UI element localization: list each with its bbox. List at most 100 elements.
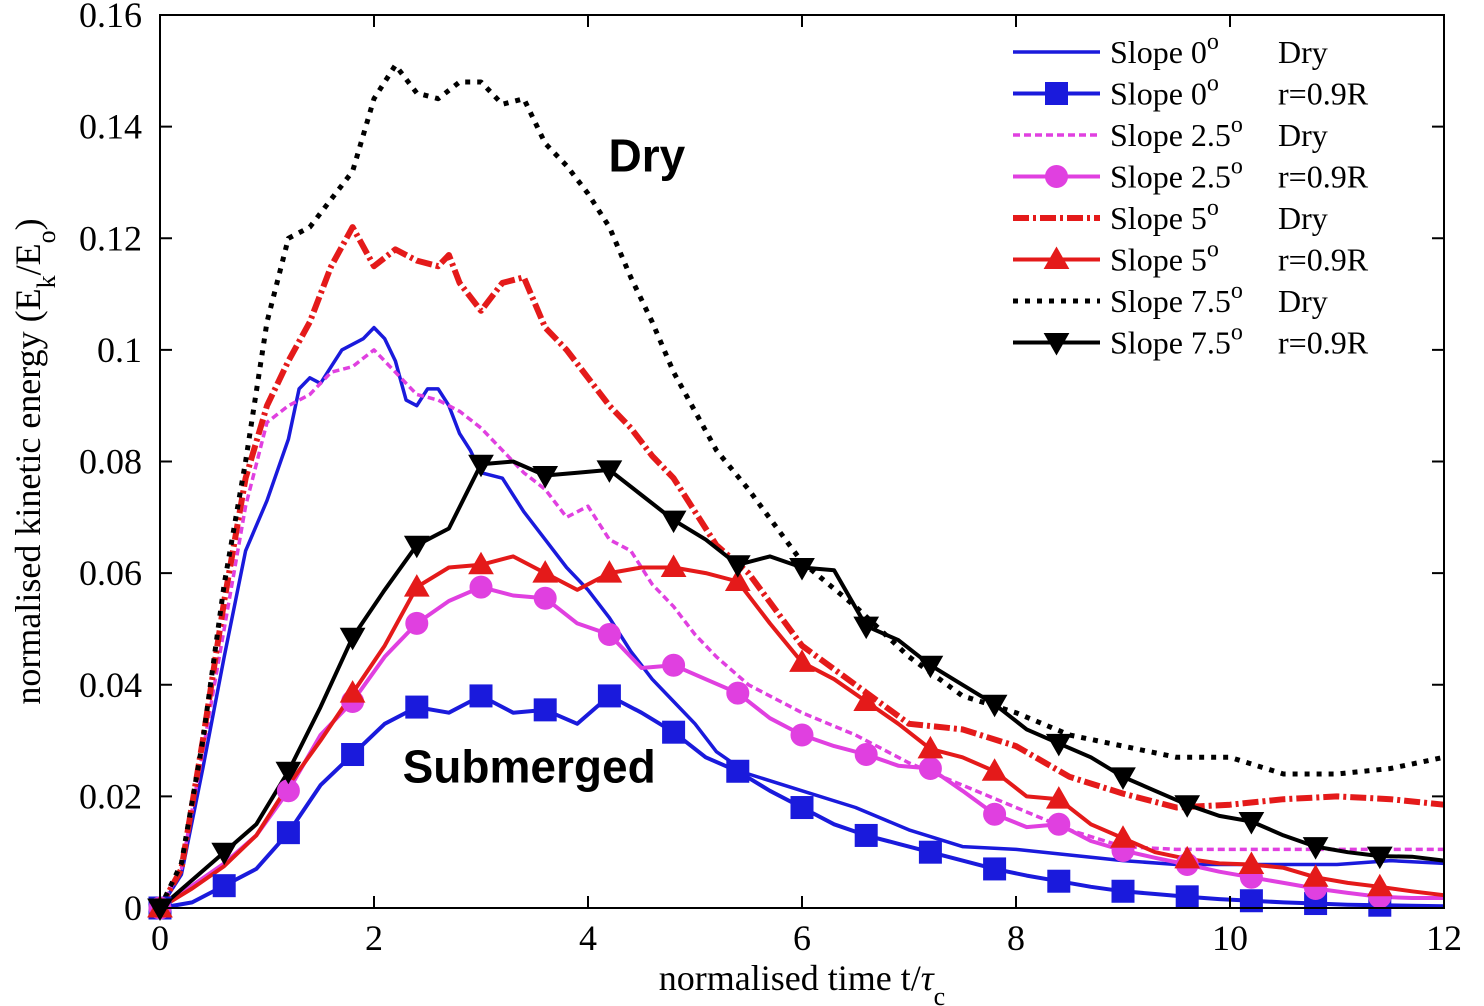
x-tick-label: 0: [151, 918, 169, 958]
series-line-0: [158, 325, 1445, 909]
data-point-marker: [983, 802, 1007, 826]
data-point-marker: [1239, 889, 1263, 913]
data-point-marker: [724, 555, 751, 578]
data-point-marker: [1302, 837, 1329, 860]
data-point-marker: [660, 554, 687, 578]
legend-label-degree: o: [1207, 237, 1219, 263]
data-point-marker: [469, 684, 493, 708]
y-tick-label: 0.06: [79, 553, 142, 593]
legend-label: Slope 5o Dry: [1110, 195, 1328, 236]
legend-label-text: Slope 7.5: [1110, 283, 1231, 319]
data-point-marker: [1302, 864, 1329, 887]
x-axis-title-symbol: τ: [921, 958, 935, 998]
legend-label-text: Slope 2.5: [1110, 159, 1231, 195]
axes: 0 2 4 6 8 10 12 0 0.02 0.04 0.06 0.08 0.1 0.12 0.14 0.1…: [79, 0, 1462, 958]
legend-entry-1: Slope 0o r=0.9R: [1013, 71, 1369, 112]
data-point-marker: [981, 694, 1008, 718]
x-tick-label: 10: [1212, 918, 1248, 958]
legend-label-text: Slope 7.5: [1110, 325, 1231, 361]
data-point-marker: [1045, 786, 1072, 809]
annotations: Dry Submerged: [403, 129, 686, 792]
data-point-marker: [1174, 845, 1201, 869]
y-axis-title-sub-o: o: [32, 230, 61, 243]
legend-entry-4: Slope 5o Dry: [1013, 195, 1328, 236]
data-point-marker: [212, 874, 236, 898]
data-point-marker: [533, 586, 557, 610]
legend-label-text: Slope 0: [1110, 34, 1207, 70]
data-point-marker: [660, 510, 687, 534]
data-point-marker: [662, 720, 686, 744]
y-tick-label: 0.14: [79, 107, 142, 147]
series-line-2: [158, 348, 1444, 909]
legend-label-condition: r=0.9R: [1278, 159, 1369, 195]
data-point-marker: [532, 560, 559, 583]
legend-label-condition: r=0.9R: [1278, 242, 1369, 278]
data-point-marker: [1366, 873, 1393, 897]
data-point-marker: [339, 680, 366, 703]
data-point-marker: [1238, 851, 1265, 874]
y-axis-title-c: ): [8, 218, 48, 230]
x-tick-label: 6: [793, 918, 811, 958]
legend-entry-3: Slope 2.5o r=0.9R: [1013, 154, 1369, 195]
legend-entry-7: Slope 7.5o r=0.9R: [1013, 320, 1369, 361]
data-point-marker: [1045, 165, 1068, 188]
y-axis-title-b: /E: [8, 243, 48, 275]
x-tick-label: 8: [1007, 918, 1025, 958]
data-point-marker: [1045, 82, 1068, 105]
legend-entry-0: Slope 0o Dry: [1013, 29, 1328, 70]
data-point-marker: [468, 551, 494, 575]
legend-label-degree: o: [1207, 195, 1219, 221]
legend-label-condition: r=0.9R: [1278, 76, 1369, 112]
legend-label-condition: Dry: [1278, 283, 1328, 319]
data-point-marker: [726, 759, 750, 783]
data-point-marker: [1110, 767, 1136, 790]
series-markers-1: [148, 684, 1392, 920]
legend-label: Slope 7.5o r=0.9R: [1110, 320, 1369, 361]
legend-label-degree: o: [1231, 320, 1243, 346]
data-point-marker: [596, 560, 623, 583]
data-point-marker: [1175, 885, 1199, 909]
x-axis-title-main: normalised time t/: [659, 958, 921, 998]
series-line-6: [157, 62, 1445, 910]
legend-label: Slope 0o r=0.9R: [1110, 71, 1369, 112]
data-point-marker: [596, 460, 623, 483]
data-point-marker: [532, 465, 559, 489]
data-point-marker: [1174, 795, 1201, 818]
data-point-marker: [405, 695, 429, 719]
data-point-marker: [854, 743, 878, 767]
legend-label: Slope 2.5o r=0.9R: [1110, 154, 1369, 195]
data-point-marker: [1043, 246, 1070, 269]
series-line-4: [157, 224, 1445, 910]
data-point-marker: [724, 568, 751, 591]
plot-frame: [159, 14, 1445, 909]
data-point-marker: [917, 655, 944, 679]
data-point-marker: [597, 623, 621, 647]
data-point-marker: [468, 454, 494, 478]
y-tick-label: 0: [124, 888, 142, 928]
legend-label-degree: o: [1231, 112, 1243, 138]
legend-label: Slope 2.5o Dry: [1110, 112, 1328, 153]
series-markers-5: [147, 551, 1393, 918]
data-point-marker: [918, 756, 942, 780]
legend-label-condition: Dry: [1278, 200, 1328, 236]
y-axis-title: normalised kinetic energy (Ek/Eo): [8, 218, 61, 704]
data-point-marker: [983, 857, 1007, 881]
y-tick-label: 0.12: [79, 218, 142, 258]
data-point-marker: [275, 761, 302, 785]
annotation-dry: Dry: [608, 129, 685, 181]
y-tick-label: 0.08: [79, 442, 142, 482]
x-tick-label: 4: [579, 918, 597, 958]
legend-label-text: Slope 5: [1110, 242, 1207, 278]
legend-label-condition: Dry: [1278, 117, 1328, 153]
legend-entry-2: Slope 2.5o Dry: [1013, 112, 1328, 153]
data-point-marker: [405, 611, 429, 635]
data-point-marker: [339, 627, 366, 651]
legend-label-degree: o: [1231, 278, 1243, 304]
plot-lines: [157, 62, 1445, 910]
data-point-marker: [1047, 869, 1071, 893]
data-point-marker: [789, 558, 815, 581]
data-point-marker: [662, 653, 686, 677]
data-point-marker: [1045, 733, 1072, 757]
